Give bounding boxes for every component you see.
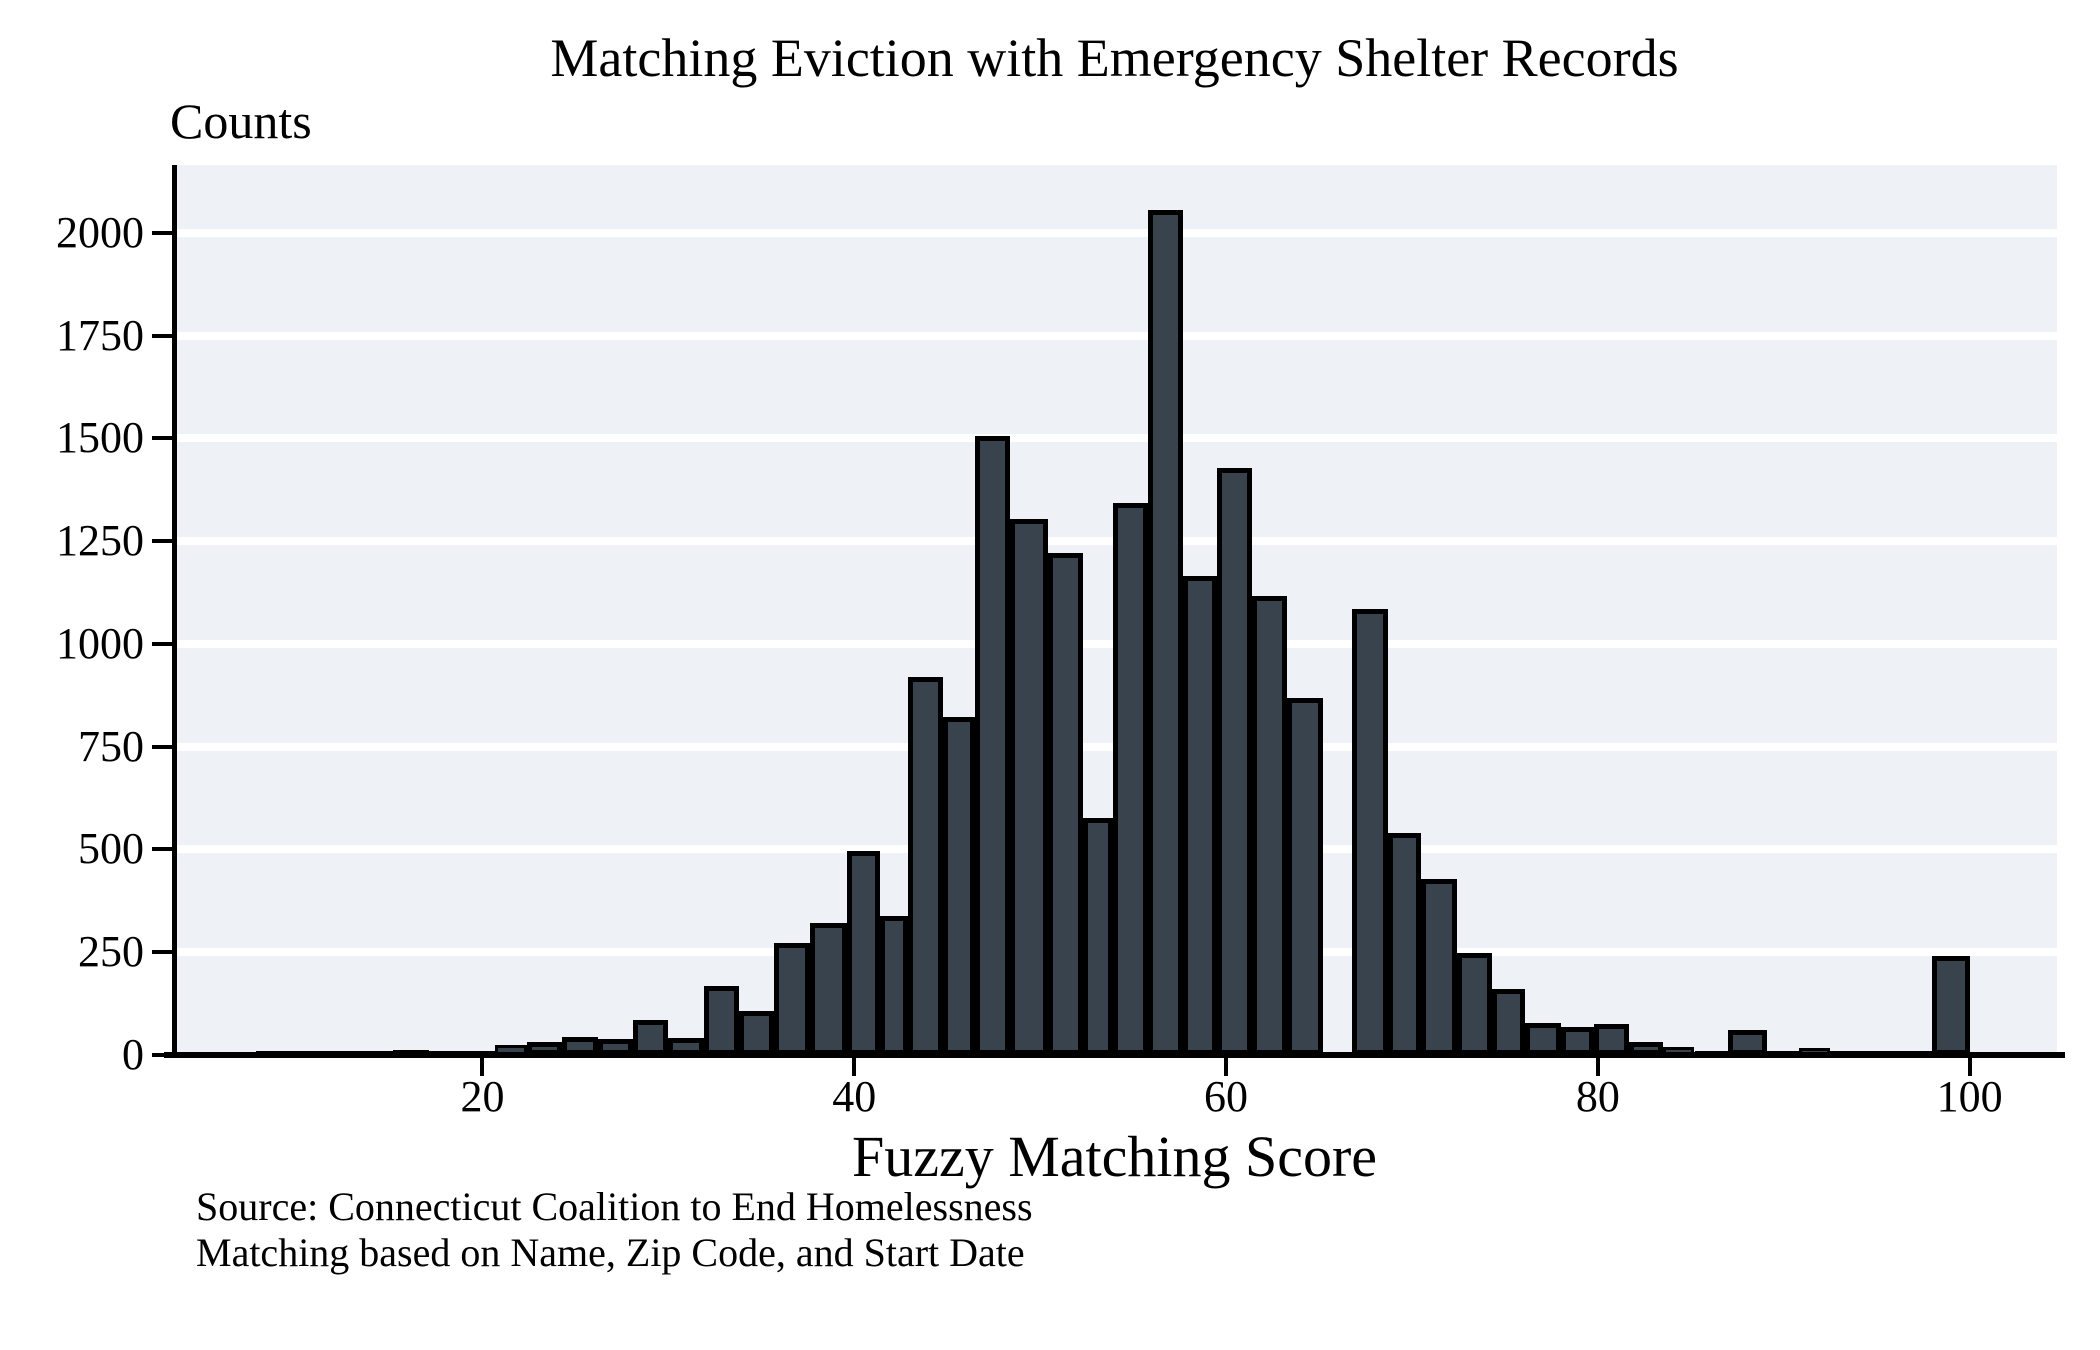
x-tick-label-60: 60 [1204,1072,1249,1121]
y-axis-spine [172,165,177,1058]
chart-title: Matching Eviction with Emergency Shelter… [550,28,1679,88]
x-axis-spine [164,1052,2065,1058]
histogram-bar [1594,1024,1630,1055]
histogram-bar [943,717,976,1055]
y-axis-tick-250 [152,950,172,955]
y-axis-tick-1250 [152,539,172,544]
histogram-bar [1183,575,1217,1055]
y-axis-tick-0 [152,1053,172,1057]
histogram-bar [880,916,909,1055]
x-tick-label-40: 40 [832,1072,877,1121]
x-axis-tick-60 [1224,1058,1229,1076]
y-axis-tick-750 [152,744,172,749]
y-tick-label-750: 750 [78,721,144,771]
histogram-bar [1047,553,1083,1055]
y-tick-label-500: 500 [78,824,144,874]
y-tick-label-2000: 2000 [56,207,144,257]
histogram-bar [1421,879,1457,1055]
histogram-bar [1560,1026,1595,1055]
histogram-bar [1112,502,1148,1055]
histogram-bar [1010,518,1048,1055]
y-tick-label-1000: 1000 [56,618,144,668]
y-axis-tick-2000 [152,230,172,235]
histogram-bar [846,850,881,1055]
x-axis-tick-40 [852,1058,857,1076]
histogram-bar [1147,210,1184,1055]
y-axis-tick-1000 [152,641,172,646]
source-note: Source: Connecticut Coalition to End Hom… [196,1184,1033,1229]
histogram-bar [703,985,739,1055]
y-tick-label-250: 250 [78,927,144,977]
histogram-bar [1252,595,1288,1055]
histogram-bar [1352,608,1388,1055]
y-tick-label-1250: 1250 [56,516,144,566]
x-axis-tick-80 [1595,1058,1600,1076]
histogram-bar [1525,1022,1561,1055]
y-axis-tick-500 [152,847,172,852]
histogram-bar [1456,953,1492,1055]
histogram-bar [1491,989,1526,1055]
histogram-bar [975,436,1011,1055]
histogram-bar [738,1010,775,1055]
histogram-bar [1387,833,1422,1055]
y-tick-label-1500: 1500 [56,413,144,463]
x-tick-label-20: 20 [460,1072,505,1121]
x-axis-title: Fuzzy Matching Score [851,1124,1378,1189]
y-axis-tick-1500 [152,436,172,441]
y-tick-label-1750: 1750 [56,310,144,360]
histogram-bar [1082,818,1113,1055]
histogram-bar [1216,467,1253,1055]
gridline-y-2000 [172,228,2057,237]
x-tick-label-100: 100 [1936,1072,2003,1121]
x-axis-tick-100 [1967,1058,1972,1076]
plot-area [164,165,2065,1058]
histogram-bar [1932,956,1970,1055]
histogram-bar [908,677,944,1055]
y-tick-label-0: 0 [122,1030,144,1079]
histogram-bar [1287,698,1323,1055]
gridline-y-1750 [172,331,2057,340]
gridline-y-1500 [172,434,2057,443]
histogram-bar [633,1020,669,1055]
histogram-bar [809,923,847,1055]
method-note: Matching based on Name, Zip Code, and St… [196,1230,1025,1275]
y-axis-tick-1750 [152,333,172,338]
x-axis-tick-20 [480,1058,485,1076]
y-axis-title: Counts [170,93,312,149]
x-tick-label-80: 80 [1575,1072,1620,1121]
histogram-bar [774,942,810,1055]
